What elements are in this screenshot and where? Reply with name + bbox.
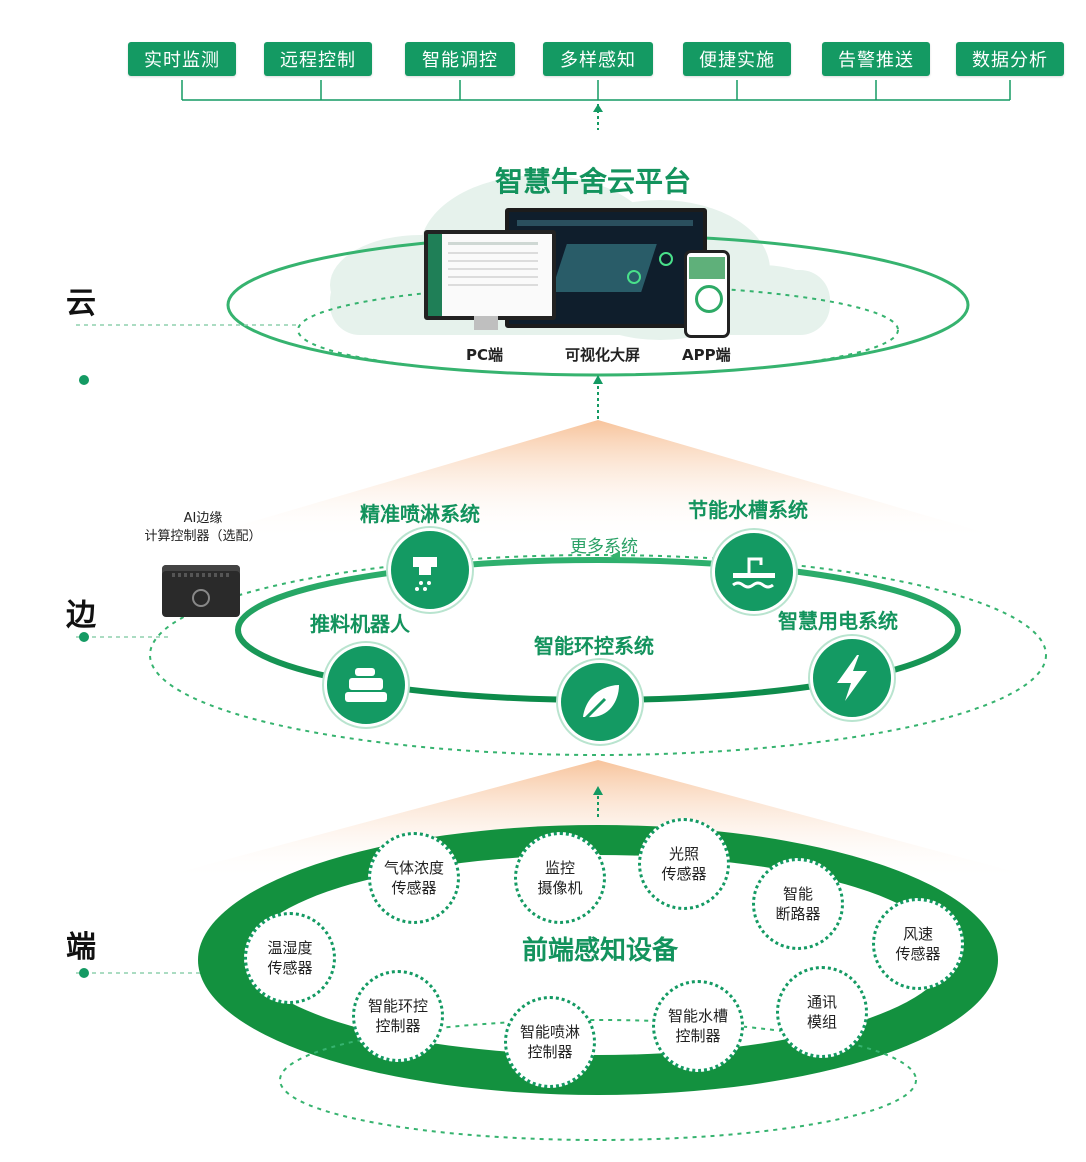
feature-chip-analysis: 数据分析 <box>956 42 1064 76</box>
pc-monitor-stand <box>474 316 498 330</box>
screen-label-dashboard: 可视化大屏 <box>565 346 641 364</box>
phone-image <box>684 250 730 338</box>
device-comm-module: 通讯 模组 <box>776 966 868 1058</box>
system-label-spray: 精准喷淋系统 <box>360 502 480 526</box>
leaf-icon <box>558 660 642 744</box>
feature-chip-smart-control: 智能调控 <box>405 42 515 76</box>
faucet-spray-icon <box>388 528 472 612</box>
feature-chip-remote: 远程控制 <box>264 42 372 76</box>
device-spray-controller: 智能喷淋 控制器 <box>504 996 596 1088</box>
ai-edge-controller-line1: AI边缘 <box>183 511 223 526</box>
water-trough-icon <box>712 530 796 614</box>
pc-monitor-image <box>424 230 556 320</box>
cloud-platform-title: 智慧牛舍云平台 <box>495 165 692 198</box>
system-label-feed-robot: 推料机器人 <box>310 612 410 636</box>
system-label-power: 智慧用电系统 <box>778 609 898 633</box>
more-systems-label: 更多系统 <box>570 537 638 557</box>
system-label-env: 智能环控系统 <box>534 634 654 658</box>
lightning-icon <box>810 636 894 720</box>
device-env-controller: 智能环控 控制器 <box>352 970 444 1062</box>
device-gas-sensor: 气体浓度 传感器 <box>368 832 460 924</box>
edge-controller-box-icon <box>162 565 240 617</box>
feature-chip-realtime: 实时监测 <box>128 42 236 76</box>
feature-chip-alarm: 告警推送 <box>822 42 930 76</box>
feature-chip-easy: 便捷实施 <box>683 42 791 76</box>
device-trough-controller: 智能水槽 控制器 <box>652 980 744 1072</box>
device-wind-sensor: 风速 传感器 <box>872 898 964 990</box>
system-label-trough: 节能水槽系统 <box>688 498 808 522</box>
device-light-sensor: 光照 传感器 <box>638 818 730 910</box>
screen-label-pc: PC端 <box>466 346 504 364</box>
end-devices-title: 前端感知设备 <box>522 936 679 966</box>
screen-label-app: APP端 <box>682 346 731 364</box>
tier-label-edge: 边 <box>66 598 96 633</box>
feed-robot-icon <box>324 643 408 727</box>
ai-edge-controller-label: AI边缘 计算控制器（选配） <box>128 510 278 546</box>
feature-chip-sensing: 多样感知 <box>543 42 653 76</box>
feature-bracket <box>181 80 1011 101</box>
tier-label-end: 端 <box>66 930 96 965</box>
device-camera: 监控 摄像机 <box>514 832 606 924</box>
ai-edge-controller-line2: 计算控制器（选配） <box>144 529 262 544</box>
device-smart-breaker: 智能 断路器 <box>752 858 844 950</box>
device-temp-humidity-sensor: 温湿度 传感器 <box>244 912 336 1004</box>
tier-label-cloud: 云 <box>66 286 96 321</box>
